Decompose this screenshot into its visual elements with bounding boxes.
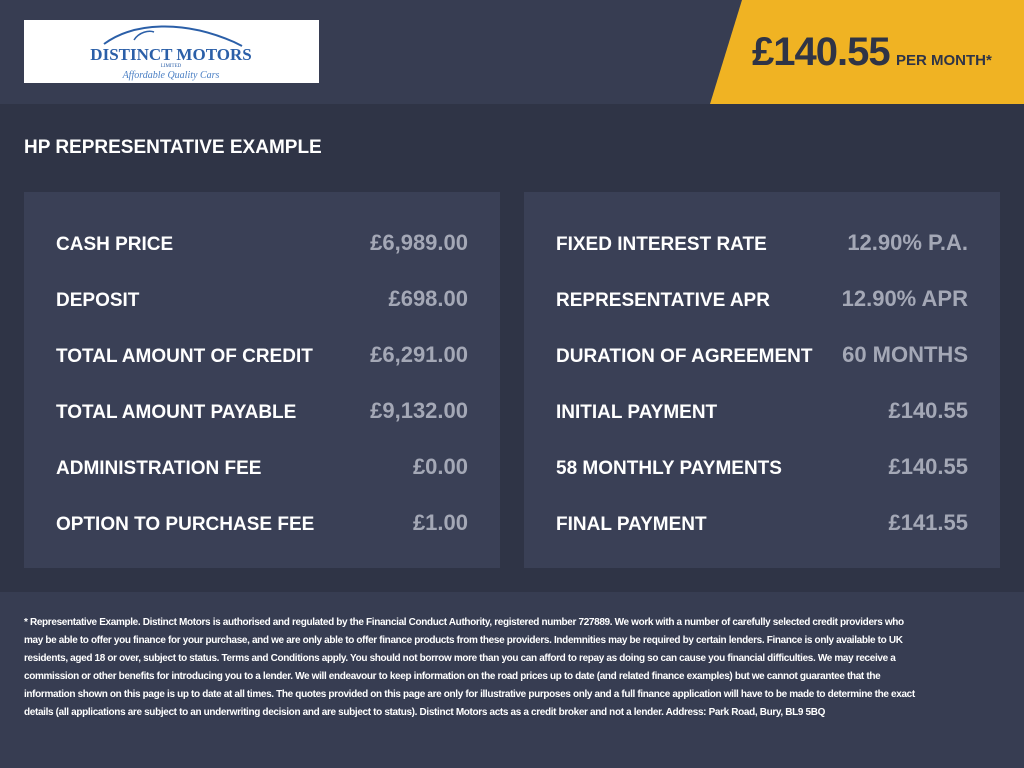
value: £698.00 [388, 286, 468, 311]
label: TOTAL AMOUNT PAYABLE [56, 402, 297, 423]
per-month-label: PER MONTH* [896, 52, 992, 69]
row-interest-rate: FIXED INTEREST RATE 12.90% P.A. [556, 230, 968, 260]
svg-text:DISTINCT MOTORS: DISTINCT MOTORS [90, 45, 251, 64]
row-deposit: DEPOSIT £698.00 [56, 286, 468, 316]
finance-details-left: CASH PRICE £6,989.00 DEPOSIT £698.00 TOTAL… [24, 192, 500, 568]
label: TOTAL AMOUNT OF CREDIT [56, 346, 313, 367]
value: £140.55 [888, 398, 968, 423]
distinct-motors-logo: DISTINCT MOTORS LIMITED Affordable Quali… [24, 20, 319, 83]
value: 12.90% P.A. [847, 230, 968, 255]
label: FIXED INTEREST RATE [556, 234, 767, 255]
label: DURATION OF AGREEMENT [556, 346, 813, 367]
label: CASH PRICE [56, 234, 174, 255]
value: 60 MONTHS [842, 342, 968, 367]
monthly-price-banner: £140.55 PER MONTH* [710, 0, 1024, 104]
row-final-payment: FINAL PAYMENT £141.55 [556, 510, 968, 540]
header: DISTINCT MOTORS LIMITED Affordable Quali… [0, 0, 1024, 104]
label: REPRESENTATIVE APR [556, 290, 770, 311]
row-cash-price: CASH PRICE £6,989.00 [56, 230, 468, 260]
label: ADMINISTRATION FEE [56, 458, 262, 479]
monthly-price: £140.55 [752, 30, 891, 74]
label: DEPOSIT [56, 290, 140, 311]
row-total-credit: TOTAL AMOUNT OF CREDIT £6,291.00 [56, 342, 468, 372]
svg-text:Affordable Quality Cars: Affordable Quality Cars [122, 70, 220, 81]
section-title: HP REPRESENTATIVE EXAMPLE [24, 137, 322, 158]
value: £6,989.00 [370, 230, 468, 255]
row-total-payable: TOTAL AMOUNT PAYABLE £9,132.00 [56, 398, 468, 428]
value: £1.00 [412, 510, 468, 535]
finance-details-right: FIXED INTEREST RATE 12.90% P.A. REPRESENT… [524, 192, 1000, 568]
value: £141.55 [888, 510, 968, 535]
footer: * Representative Example. Distinct Motor… [0, 592, 1024, 768]
value: £6,291.00 [370, 342, 468, 367]
label: INITIAL PAYMENT [556, 402, 718, 423]
label: 58 MONTHLY PAYMENTS [556, 458, 782, 479]
row-initial-payment: INITIAL PAYMENT £140.55 [556, 398, 968, 428]
disclaimer-text: * Representative Example. Distinct Motor… [24, 617, 915, 718]
value: 12.90% APR [841, 286, 968, 311]
row-apr: REPRESENTATIVE APR 12.90% APR [556, 286, 968, 316]
row-monthly-payments: 58 MONTHLY PAYMENTS £140.55 [556, 454, 968, 484]
row-duration: DURATION OF AGREEMENT 60 MONTHS [556, 342, 968, 372]
value: £0.00 [412, 454, 468, 479]
label: OPTION TO PURCHASE FEE [56, 514, 315, 535]
value: £9,132.00 [370, 398, 468, 423]
value: £140.55 [888, 454, 968, 479]
row-option-fee: OPTION TO PURCHASE FEE £1.00 [56, 510, 468, 540]
svg-text:LIMITED: LIMITED [161, 64, 182, 69]
row-admin-fee: ADMINISTRATION FEE £0.00 [56, 454, 468, 484]
label: FINAL PAYMENT [556, 514, 707, 535]
